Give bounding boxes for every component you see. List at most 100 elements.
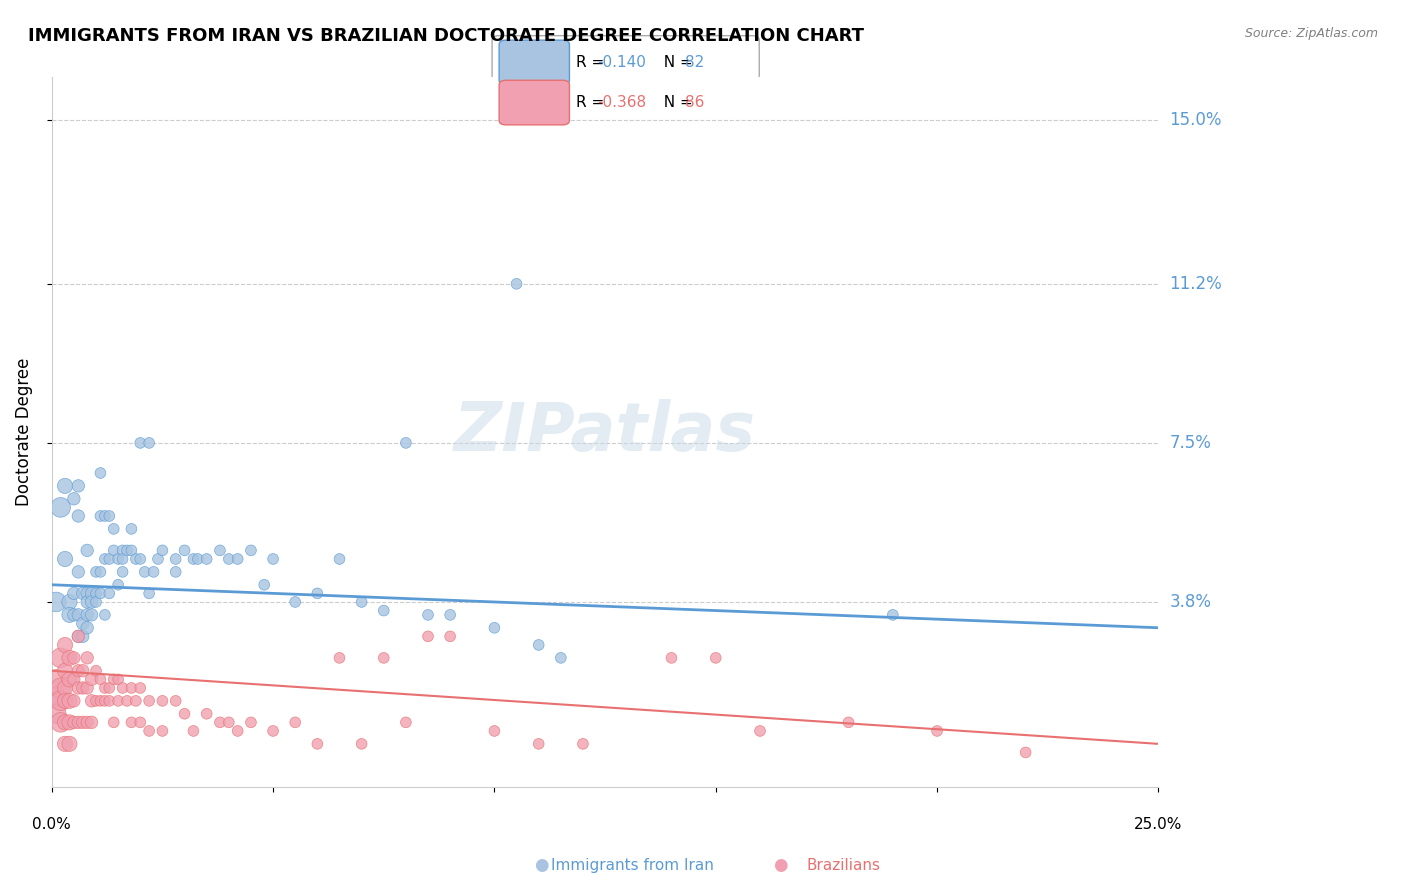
Point: [165, 694, 187, 708]
Point: [152, 543, 174, 558]
Point: [138, 694, 160, 708]
Point: [76, 651, 98, 665]
Point: [838, 715, 860, 730]
Point: [115, 694, 138, 708]
Point: [307, 586, 329, 600]
Point: [49, 715, 72, 730]
Point: [152, 694, 174, 708]
Point: [80, 586, 103, 600]
Point: [111, 552, 134, 566]
Point: [72, 586, 94, 600]
Point: [120, 681, 142, 695]
Point: [925, 723, 948, 738]
Point: [111, 543, 134, 558]
Text: Brazilians: Brazilians: [807, 858, 880, 872]
Point: [138, 586, 160, 600]
Point: [572, 737, 595, 751]
Point: [94, 552, 117, 566]
Point: [107, 552, 129, 566]
Point: [84, 586, 107, 600]
Point: [89, 694, 111, 708]
Point: [111, 681, 134, 695]
Point: [67, 664, 90, 678]
Point: [84, 664, 107, 678]
Point: [80, 607, 103, 622]
Text: 7.5%: 7.5%: [1170, 434, 1212, 452]
Text: ●: ●: [773, 856, 787, 874]
Point: [120, 715, 142, 730]
Point: [111, 565, 134, 579]
Point: [53, 737, 76, 751]
Point: [107, 578, 129, 592]
Point: [253, 578, 276, 592]
Point: [63, 673, 86, 687]
Point: [183, 552, 205, 566]
Point: [84, 595, 107, 609]
Point: [72, 616, 94, 631]
Point: [84, 694, 107, 708]
Point: [550, 651, 572, 665]
Point: [76, 607, 98, 622]
Text: R =: R =: [576, 95, 610, 110]
Point: [76, 586, 98, 600]
Point: [115, 543, 138, 558]
Y-axis label: Doctorate Degree: Doctorate Degree: [15, 358, 32, 507]
Text: ZIPatlas: ZIPatlas: [454, 399, 756, 465]
Point: [484, 723, 506, 738]
Point: [226, 552, 249, 566]
Point: [58, 694, 80, 708]
Point: [98, 681, 121, 695]
Point: [89, 586, 111, 600]
Point: [328, 552, 350, 566]
Point: [439, 607, 461, 622]
Point: [183, 723, 205, 738]
Point: [89, 565, 111, 579]
Text: Immigrants from Iran: Immigrants from Iran: [551, 858, 714, 872]
Point: [63, 586, 86, 600]
Point: [328, 651, 350, 665]
Point: [94, 508, 117, 523]
Point: [373, 603, 395, 617]
Text: 82: 82: [685, 55, 704, 70]
Point: [80, 595, 103, 609]
Point: [89, 508, 111, 523]
Point: [218, 715, 240, 730]
Point: [49, 651, 72, 665]
Point: [527, 737, 550, 751]
Text: 3.8%: 3.8%: [1170, 593, 1212, 611]
Text: IMMIGRANTS FROM IRAN VS BRAZILIAN DOCTORATE DEGREE CORRELATION CHART: IMMIGRANTS FROM IRAN VS BRAZILIAN DOCTOR…: [28, 27, 865, 45]
Point: [53, 664, 76, 678]
Point: [107, 694, 129, 708]
Point: [63, 715, 86, 730]
Point: [53, 479, 76, 493]
Point: [395, 715, 418, 730]
Point: [45, 595, 67, 609]
Text: Source: ZipAtlas.com: Source: ZipAtlas.com: [1244, 27, 1378, 40]
Point: [67, 479, 90, 493]
Point: [103, 543, 125, 558]
Point: [173, 543, 195, 558]
Point: [1014, 746, 1036, 760]
Point: [120, 543, 142, 558]
Point: [45, 673, 67, 687]
Point: [94, 694, 117, 708]
Point: [89, 673, 111, 687]
Point: [165, 565, 187, 579]
Point: [67, 607, 90, 622]
Point: [138, 723, 160, 738]
Point: [58, 607, 80, 622]
Point: [416, 629, 439, 643]
Point: [484, 621, 506, 635]
Point: [67, 715, 90, 730]
Point: [129, 436, 152, 450]
Point: [53, 681, 76, 695]
Point: [395, 436, 418, 450]
Point: [208, 543, 231, 558]
Point: [142, 565, 165, 579]
Point: [661, 651, 683, 665]
Point: [103, 673, 125, 687]
Text: R =: R =: [576, 55, 610, 70]
Point: [49, 694, 72, 708]
Point: [72, 715, 94, 730]
Text: 0.0%: 0.0%: [32, 817, 72, 832]
